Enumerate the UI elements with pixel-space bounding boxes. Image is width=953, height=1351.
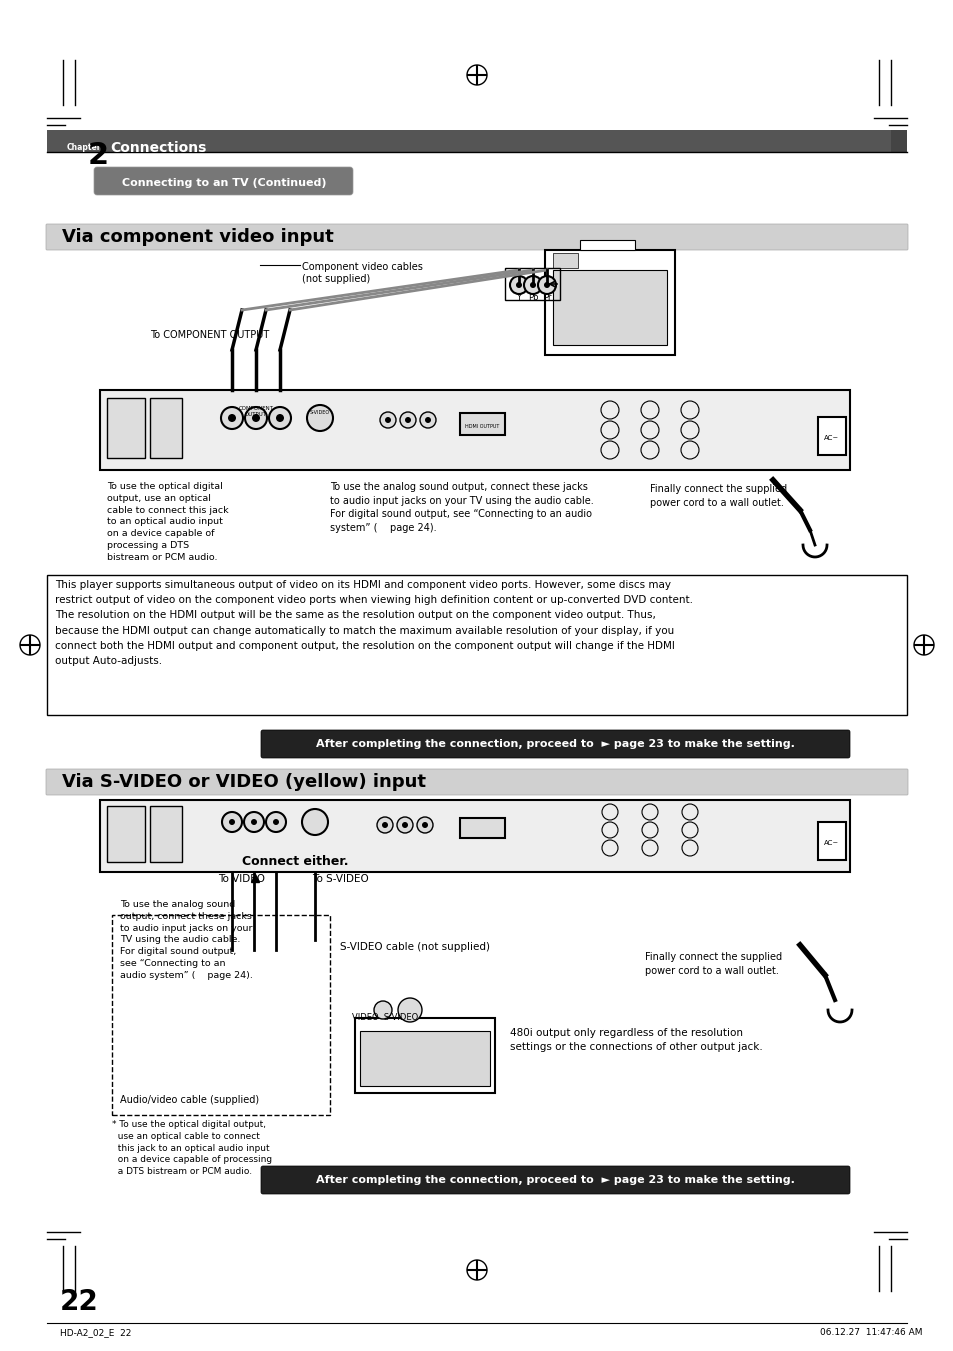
Text: Y: Y	[516, 293, 521, 303]
Circle shape	[419, 412, 436, 428]
Circle shape	[273, 819, 278, 825]
Circle shape	[530, 282, 536, 288]
Text: After completing the connection, proceed to  ► page 23 to make the setting.: After completing the connection, proceed…	[315, 739, 794, 748]
Circle shape	[379, 412, 395, 428]
Text: S-VIDEO: S-VIDEO	[310, 409, 330, 415]
Text: This player supports simultaneous output of video on its HDMI and component vide: This player supports simultaneous output…	[55, 580, 692, 666]
Circle shape	[376, 817, 393, 834]
Text: HDMI OUTPUT: HDMI OUTPUT	[464, 424, 498, 430]
Circle shape	[537, 276, 556, 295]
Text: S-VIDEO cable (not supplied): S-VIDEO cable (not supplied)	[339, 942, 490, 952]
Circle shape	[401, 821, 408, 828]
Bar	[150, 807, 182, 862]
Bar	[890, 130, 906, 153]
Circle shape	[385, 417, 391, 423]
Bar	[100, 800, 849, 871]
Circle shape	[251, 819, 256, 825]
FancyBboxPatch shape	[46, 769, 907, 794]
Bar	[544, 250, 675, 355]
Circle shape	[222, 812, 242, 832]
Text: 480i output only regardless of the resolution
settings or the connections of oth: 480i output only regardless of the resol…	[510, 1028, 762, 1052]
Text: Pb: Pb	[527, 293, 537, 303]
Circle shape	[221, 407, 243, 430]
Text: Via component video input: Via component video input	[62, 228, 334, 246]
Circle shape	[523, 276, 541, 295]
Circle shape	[374, 1001, 392, 1019]
Circle shape	[543, 282, 550, 288]
Text: Finally connect the supplied
power cord to a wall outlet.: Finally connect the supplied power cord …	[644, 952, 781, 975]
Text: Via S-VIDEO or VIDEO (yellow) input: Via S-VIDEO or VIDEO (yellow) input	[62, 773, 426, 790]
Bar	[459, 413, 504, 435]
FancyBboxPatch shape	[46, 224, 907, 250]
Bar	[112, 915, 330, 1115]
Circle shape	[266, 812, 286, 832]
Text: HD-A2_02_E  22: HD-A2_02_E 22	[60, 1328, 132, 1337]
Text: To use the analog sound output, connect these jacks
to audio input jacks on your: To use the analog sound output, connect …	[330, 482, 593, 532]
Text: Pr: Pr	[542, 293, 551, 303]
Bar	[359, 1031, 490, 1086]
Bar	[817, 417, 845, 455]
Text: AC~: AC~	[823, 840, 839, 846]
Circle shape	[421, 821, 428, 828]
Bar	[107, 807, 145, 862]
Circle shape	[252, 413, 260, 422]
Text: To use the optical digital
output, use an optical
cable to connect this jack
to : To use the optical digital output, use a…	[107, 482, 229, 562]
Text: Component video cables
(not supplied): Component video cables (not supplied)	[302, 262, 422, 284]
Circle shape	[269, 407, 291, 430]
Text: VIDEO  S-VIDEO: VIDEO S-VIDEO	[352, 1013, 417, 1021]
Bar	[817, 821, 845, 861]
Text: 06.12.27  11:47:46 AM: 06.12.27 11:47:46 AM	[820, 1328, 922, 1337]
Text: To use the analog sound
output, connect these jacks
to audio input jacks on your: To use the analog sound output, connect …	[120, 900, 253, 979]
Text: Connect either.: Connect either.	[241, 855, 348, 867]
Circle shape	[381, 821, 388, 828]
Text: Finally connect the supplied
power cord to a wall outlet.: Finally connect the supplied power cord …	[649, 484, 786, 508]
Bar	[459, 817, 504, 838]
Text: To S-VIDEO: To S-VIDEO	[312, 874, 368, 884]
Bar	[47, 130, 890, 153]
Text: 2: 2	[88, 142, 109, 170]
Circle shape	[302, 809, 328, 835]
Text: After completing the connection, proceed to  ► page 23 to make the setting.: After completing the connection, proceed…	[315, 1175, 794, 1185]
Circle shape	[244, 812, 264, 832]
Bar	[553, 253, 578, 267]
Bar	[100, 390, 849, 470]
Bar	[355, 1019, 495, 1093]
Circle shape	[405, 417, 411, 423]
Bar	[504, 267, 559, 300]
Text: To COMPONENT OUTPUT: To COMPONENT OUTPUT	[150, 330, 269, 340]
Circle shape	[416, 817, 433, 834]
Text: 22: 22	[60, 1288, 99, 1316]
FancyBboxPatch shape	[261, 730, 849, 758]
Bar	[579, 240, 635, 250]
Circle shape	[397, 998, 421, 1021]
Circle shape	[245, 407, 267, 430]
Circle shape	[516, 282, 521, 288]
Text: * To use the optical digital output,
  use an optical cable to connect
  this ja: * To use the optical digital output, use…	[112, 1120, 272, 1177]
Text: COMPONENT
OUTPUT: COMPONENT OUTPUT	[238, 407, 274, 417]
Circle shape	[229, 819, 234, 825]
FancyBboxPatch shape	[94, 168, 353, 195]
Bar	[47, 576, 906, 715]
Text: AC~: AC~	[823, 435, 839, 440]
Bar	[553, 270, 666, 345]
Bar	[107, 399, 145, 458]
Text: To VIDEO: To VIDEO	[218, 874, 265, 884]
Circle shape	[510, 276, 527, 295]
Text: Chapter: Chapter	[67, 143, 101, 153]
Circle shape	[307, 405, 333, 431]
Text: Audio/video cable (supplied): Audio/video cable (supplied)	[120, 1096, 259, 1105]
Text: Connecting to an TV (Continued): Connecting to an TV (Continued)	[122, 178, 326, 188]
Circle shape	[424, 417, 431, 423]
Circle shape	[399, 412, 416, 428]
Text: Connections: Connections	[110, 141, 206, 155]
FancyBboxPatch shape	[261, 1166, 849, 1194]
Bar	[150, 399, 182, 458]
Circle shape	[275, 413, 284, 422]
Circle shape	[228, 413, 235, 422]
Circle shape	[396, 817, 413, 834]
